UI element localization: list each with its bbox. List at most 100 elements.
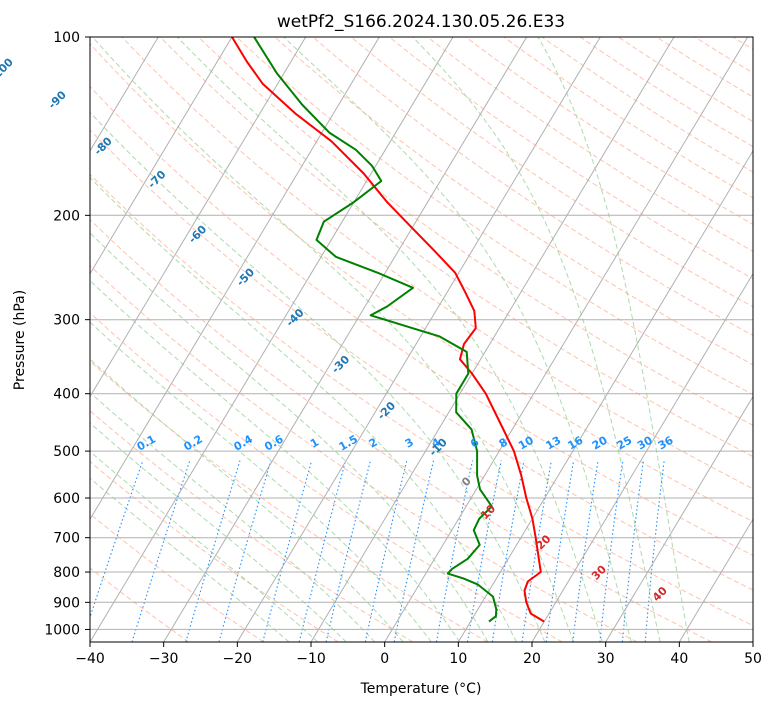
mixing-ratio-label: 0.4 [231, 432, 255, 453]
mixing-ratio-label: 13 [543, 434, 563, 453]
y-tick-label: 400 [53, 387, 80, 403]
dry-adiabat-line [618, 37, 753, 123]
profile-series [231, 37, 545, 623]
isotherm-line [90, 37, 233, 275]
x-tick-label: −20 [223, 651, 253, 667]
dry-adiabat-line [579, 37, 753, 148]
dry-adiabat-line [656, 37, 753, 98]
y-tick-label: 600 [53, 491, 80, 507]
y-tick-label: 800 [53, 565, 80, 581]
isotherm-line [90, 37, 454, 642]
dry-adiabat-line [90, 264, 638, 642]
moist-adiabat-line [283, 37, 632, 642]
chart-title: wetPf2_S166.2024.130.05.26.E33 [277, 12, 565, 32]
mixing-ratio-line [466, 460, 502, 642]
dry-adiabat-line [90, 85, 753, 556]
dry-adiabat-line [350, 37, 753, 308]
moist-adiabat-label: -80 [92, 134, 115, 157]
moist-adiabat-label: -40 [283, 306, 306, 329]
mixing-ratio-line [90, 460, 144, 619]
mixing-ratio-line [521, 460, 552, 642]
moist-adiabat-label: -20 [375, 399, 398, 422]
isotherm-line [90, 37, 307, 398]
moist-adiabat-line [90, 358, 404, 642]
mixing-ratio-line [435, 460, 474, 642]
mixing-ratio-line [185, 460, 241, 642]
moist-adiabat-line [537, 37, 690, 642]
dry-adiabat-line [90, 461, 339, 642]
y-tick-label: 900 [53, 595, 80, 611]
isotherm-line [163, 37, 528, 642]
mixing-ratio-label: 25 [615, 434, 635, 453]
x-tick-label: −30 [149, 651, 179, 667]
x-axis-label: Temperature (°C) [360, 681, 482, 697]
mixing-ratio-label: 16 [566, 433, 586, 452]
isotherm-line [457, 149, 753, 642]
moist-adiabat-line [90, 391, 376, 642]
moist-adiabat-line [90, 477, 290, 642]
isotherm-line [0, 37, 11, 642]
dry-adiabat-line [90, 218, 712, 642]
dry-adiabat-line [90, 129, 753, 591]
mixing-ratio-label: 36 [656, 433, 676, 452]
x-tick-label: 10 [449, 651, 467, 667]
x-tick-label: 40 [670, 651, 688, 667]
mixing-ratio-line [572, 460, 599, 642]
temperature-line [231, 37, 545, 623]
mixing-ratio-label: 10 [516, 433, 536, 452]
moist-adiabat-label: -60 [186, 222, 209, 245]
isotherm-line [384, 37, 749, 642]
dry-adiabat-line [274, 37, 753, 366]
mixing-ratio-line [298, 460, 347, 642]
isotherm-line [752, 641, 753, 642]
x-tick-label: −10 [296, 651, 326, 667]
dry-adiabat-line [427, 37, 753, 252]
dry-adiabat-line [90, 410, 414, 642]
dry-adiabat-line [694, 37, 753, 74]
mixing-ratio-label: 2 [367, 436, 380, 451]
mixing-ratio-line [325, 460, 372, 642]
isotherm-line [90, 37, 380, 521]
mixing-ratio-line [599, 460, 624, 642]
dry-adiabat-line [90, 43, 753, 523]
moist-adiabat-line [90, 176, 517, 642]
mixing-ratio-label: 20 [590, 433, 610, 452]
mixing-ratio-label: 0.2 [181, 433, 204, 454]
dry-adiabat-label: 40 [650, 584, 670, 604]
y-tick-label: 700 [53, 531, 80, 547]
moist-adiabat-line [92, 37, 575, 642]
isotherm-line [678, 518, 753, 642]
mixing-ratio-label: 1 [308, 436, 321, 451]
zero-label: 0 [459, 474, 474, 489]
mixing-ratio-line [364, 460, 408, 642]
thermodynamic-lines [90, 37, 753, 642]
isotherm-line [236, 37, 601, 642]
dry-adiabat-line [732, 37, 753, 50]
moist-adiabat-line [90, 279, 461, 642]
moist-adiabat-label: -100 [0, 55, 16, 84]
y-tick-label: 100 [53, 30, 80, 46]
moist-adiabat-label: -90 [46, 88, 69, 111]
grid [0, 37, 753, 642]
mixing-ratio-line [644, 460, 665, 642]
mixing-ratio-line [393, 460, 435, 642]
mixing-ratio-line [491, 460, 525, 642]
mixing-ratio-line [262, 460, 313, 642]
x-axis: −40 −30 −20 −10 0 10 20 30 40 50 [75, 642, 762, 667]
mixing-ratio-line [131, 460, 191, 642]
moist-adiabat-label: -30 [329, 353, 352, 376]
dry-adiabat-line [159, 37, 753, 458]
dry-adiabat-label: 10 [478, 502, 498, 522]
isotherm-line [605, 395, 753, 642]
y-tick-label: 500 [53, 444, 80, 460]
y-tick-label: 1000 [44, 622, 80, 638]
isotherm-line [531, 272, 753, 642]
dry-adiabat-line [312, 37, 753, 337]
dry-adiabat-label: 30 [589, 562, 609, 582]
dewpoint-line [253, 37, 498, 623]
x-tick-label: 20 [523, 651, 541, 667]
moist-adiabat-line [412, 37, 661, 642]
moist-adiabat-line [176, 37, 603, 642]
moist-adiabat-label: -50 [234, 265, 257, 288]
